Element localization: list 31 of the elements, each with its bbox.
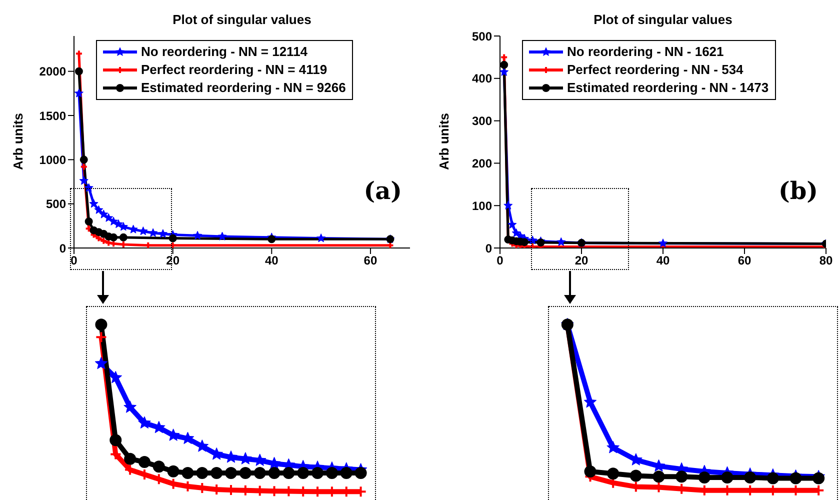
x-tick-label: 0 <box>70 254 78 268</box>
y-tick-label: 500 <box>472 29 492 44</box>
y-tick-label: 0 <box>485 241 492 256</box>
legend-label: Estimated reordering - NN - 1473 <box>567 79 769 97</box>
legend-label: No reordering - NN - 1621 <box>567 43 724 61</box>
y-tick-label: 200 <box>472 156 492 170</box>
chart-title: Plot of singular values <box>172 12 312 27</box>
x-tick-label: 60 <box>738 254 752 268</box>
x-tick-label: 0 <box>496 254 504 268</box>
y-axis-title: Arb units <box>436 112 452 172</box>
y-tick-label: 400 <box>472 72 492 86</box>
legend-label: Estimated reordering - NN = 9266 <box>141 79 346 97</box>
legend-label: Perfect reordering - NN = 4119 <box>141 61 328 79</box>
y-tick-label: 0 <box>59 241 66 256</box>
legend-label: Perfect reordering - NN - 534 <box>567 61 744 79</box>
y-tick-label: 500 <box>46 197 66 212</box>
x-tick-label: 80 <box>819 254 833 268</box>
x-tick-label: 20 <box>574 254 588 268</box>
chart-title: Plot of singular values <box>592 12 734 27</box>
y-axis-title: Arb units <box>10 112 26 172</box>
annotation: (a) <box>364 176 402 205</box>
y-tick-label: 1000 <box>39 152 66 167</box>
y-tick-label: 300 <box>472 114 492 128</box>
x-tick-label: 40 <box>264 254 279 268</box>
x-tick-label: 40 <box>656 254 670 268</box>
y-tick-label: 2000 <box>39 64 66 79</box>
legend-label: No reordering - NN = 12114 <box>141 43 308 61</box>
x-tick-label: 60 <box>364 254 378 268</box>
y-tick-label: 100 <box>472 198 492 213</box>
annotation: (b) <box>778 176 818 205</box>
y-tick-label: 1500 <box>39 108 66 123</box>
